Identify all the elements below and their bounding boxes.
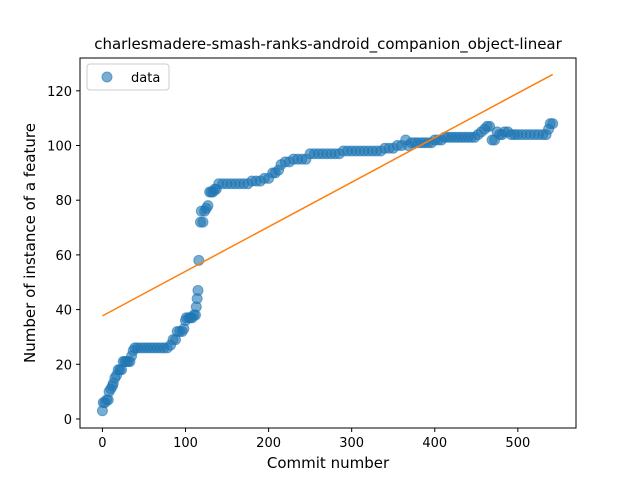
x-tick-label: 400	[422, 436, 447, 451]
y-tick-label: 80	[55, 194, 72, 209]
data-point	[192, 284, 204, 296]
y-tick-label: 100	[47, 140, 72, 155]
legend: data	[86, 63, 170, 91]
legend-box	[86, 63, 170, 91]
fit-line	[102, 73, 554, 317]
x-tick-label: 200	[256, 436, 281, 451]
plot-area	[80, 58, 576, 428]
x-tick-label: 100	[173, 436, 198, 451]
data-marks	[96, 73, 559, 417]
x-tick-label: 0	[98, 436, 106, 451]
y-tick-label: 0	[64, 413, 72, 428]
legend-marker	[101, 71, 113, 83]
y-tick-label: 20	[55, 358, 72, 373]
data-point	[547, 118, 559, 130]
x-tick-label: 300	[339, 436, 364, 451]
x-axis-label: Commit number	[267, 454, 390, 472]
y-tick-label: 40	[55, 304, 72, 319]
axis-ticks: 0 100 200 300 400 500 0 20 40 60 80 100 120	[47, 85, 530, 451]
chart-title: charlesmadere-smash-ranks-android_compan…	[94, 35, 562, 54]
x-tick-label: 500	[505, 436, 530, 451]
data-point	[197, 216, 209, 228]
data-point	[484, 120, 496, 132]
data-point	[202, 200, 214, 212]
legend-label: data	[131, 71, 160, 86]
y-tick-label: 120	[47, 85, 72, 100]
y-tick-label: 60	[55, 249, 72, 264]
y-axis-label: Number of instance of a feature	[21, 123, 39, 363]
axes-frame	[79, 57, 577, 429]
